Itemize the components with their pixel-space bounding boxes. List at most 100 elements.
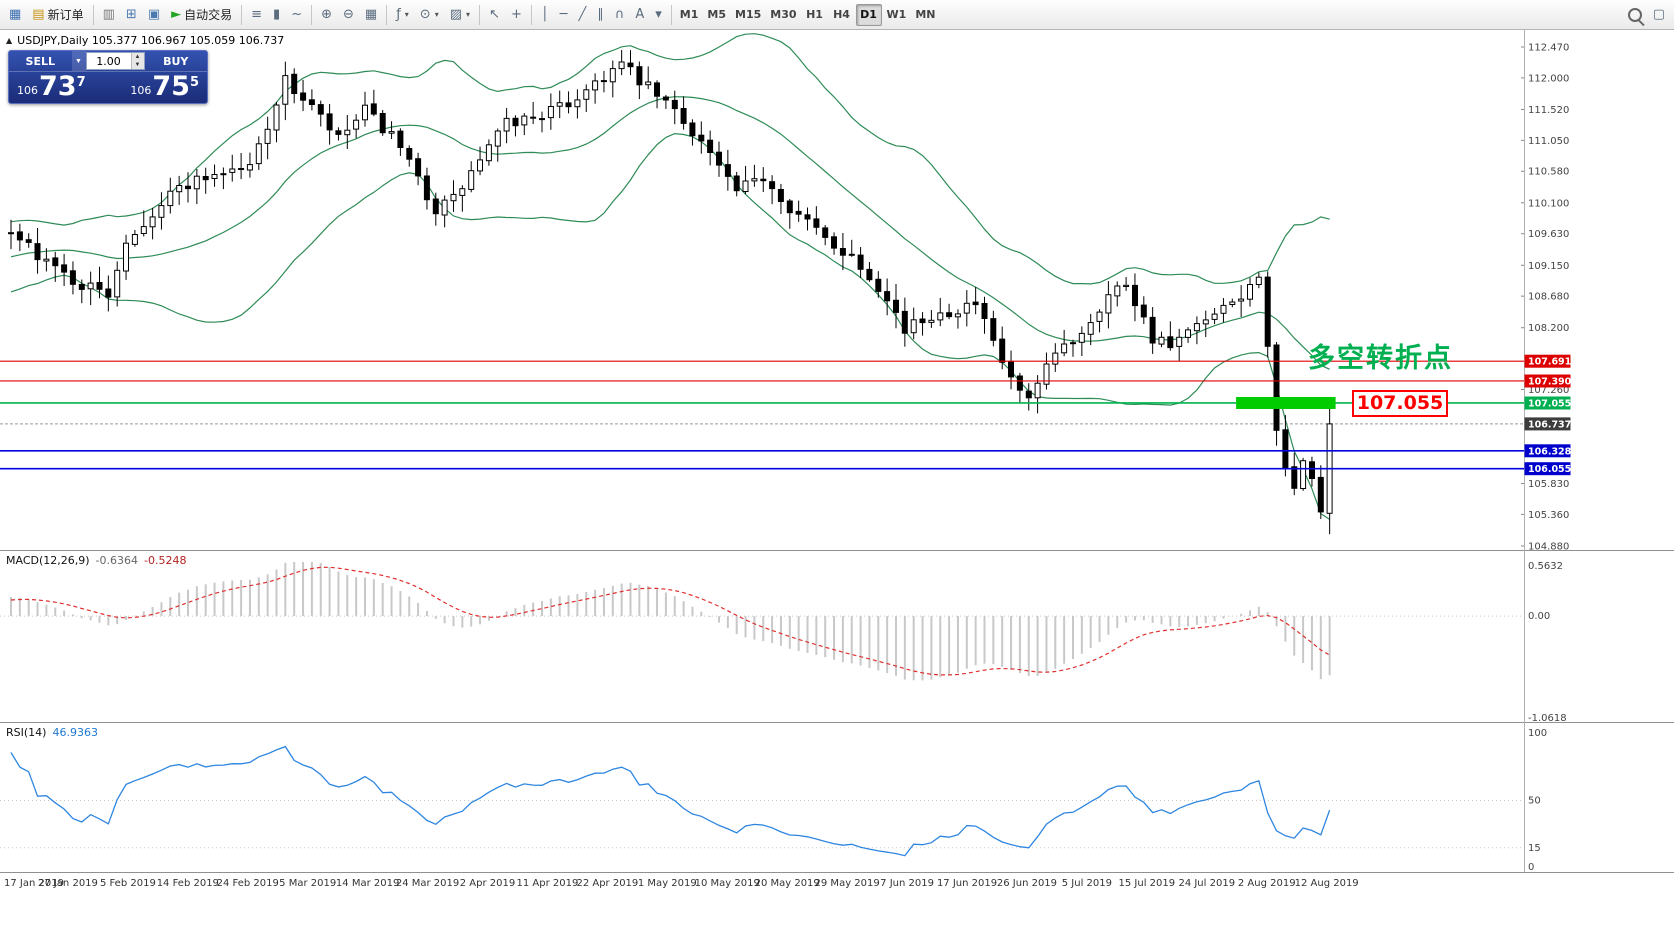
price-tag	[1524, 462, 1571, 476]
chart-canvas[interactable]: 112.470 112.000 111.520 111.050 110.580 110.1…	[0, 30, 1674, 950]
price-tag	[1524, 396, 1571, 410]
axis-label: 110.580	[1528, 167, 1569, 178]
timeframe-w1-button[interactable]: W1	[883, 4, 911, 26]
data-window-icon: ▣	[147, 7, 161, 22]
chevron-down-icon: ▼	[75, 57, 82, 65]
cycle-lines-icon: ∩	[614, 7, 625, 22]
buy-button[interactable]: BUY	[145, 51, 208, 71]
rsi-name: RSI(14)	[6, 726, 47, 739]
rsi-value: 46.9363	[52, 726, 98, 739]
axis-label: 0.5632	[1528, 561, 1563, 572]
turning-point-annotation[interactable]: 多空转折点	[1308, 343, 1453, 374]
sell-price-main: 73	[39, 71, 77, 102]
axis-label: 107.055	[1528, 398, 1571, 409]
search-icon	[1627, 7, 1642, 22]
buy-price[interactable]: 106 75 5	[130, 73, 199, 100]
sell-price[interactable]: 106 73 7	[17, 73, 86, 100]
axis-label: 29 May 2019	[815, 878, 880, 889]
bar-chart-button[interactable]: ≡	[246, 3, 267, 27]
axis-label: 105.830	[1528, 479, 1569, 490]
axis-label: 0	[1528, 862, 1534, 873]
trendline-icon: ╱	[578, 7, 587, 22]
lot-increase-button[interactable]: ▲	[130, 53, 144, 61]
timeframe-m5-button[interactable]: M5	[703, 4, 730, 26]
axis-label: 111.050	[1528, 136, 1569, 147]
periods-button[interactable]: ⊙ ▾	[415, 3, 444, 27]
chart-window-icon-icon: ▦	[9, 7, 22, 22]
fullscreen-button[interactable]: ▢	[1648, 3, 1670, 27]
axis-label: 106.328	[1528, 446, 1572, 457]
autotrade-button[interactable]: ► 自动交易	[166, 3, 237, 27]
lot-decrease-button[interactable]: ▼	[130, 61, 144, 69]
buy-price-prefix: 106	[130, 84, 152, 97]
bar-chart-icon: ≡	[251, 7, 263, 22]
timeframe-m1-button[interactable]: M1	[676, 4, 703, 26]
vertical-line-icon: │	[540, 7, 549, 22]
toolbar-separator	[241, 4, 243, 25]
axis-label: 2 Aug 2019	[1238, 878, 1296, 889]
axis-label: 14 Mar 2019	[336, 878, 399, 889]
indicators-button[interactable]: ƒ ▾	[391, 3, 414, 27]
chart-window: 112.470 112.000 111.520 111.050 110.580 110.1…	[0, 30, 1674, 950]
collapse-arrow-icon[interactable]: ▲	[6, 36, 13, 45]
axis-label: 110.100	[1528, 198, 1569, 209]
toolbar-separator	[530, 4, 532, 25]
sell-button[interactable]: SELL	[9, 51, 72, 71]
chart-window-icon-button[interactable]: ▦	[4, 3, 26, 27]
candlestick-chart-button[interactable]: ▮	[268, 3, 285, 27]
timeframe-m15-button[interactable]: M15	[731, 4, 765, 26]
data-window-button[interactable]: ▣	[143, 3, 165, 27]
horizontal-line-button[interactable]: ─	[555, 3, 573, 27]
axis-label: 100	[1528, 728, 1547, 739]
timeframe-m30-button[interactable]: M30	[766, 4, 800, 26]
timeframe-d1-button[interactable]: D1	[855, 3, 882, 26]
axis-label: 15 Jul 2019	[1119, 878, 1176, 889]
trendline-button[interactable]: ╱	[574, 3, 592, 27]
line-chart-button[interactable]: ~	[286, 3, 307, 27]
timeframe-h1-button[interactable]: H1	[802, 4, 828, 26]
toolbar-label: 自动交易	[184, 8, 233, 22]
text-label-button[interactable]: A	[630, 3, 649, 27]
new-order-button[interactable]: ▤ 新订单	[27, 3, 88, 27]
buy-price-pip: 5	[189, 75, 199, 90]
axis-label: 50	[1528, 796, 1541, 807]
templates-button[interactable]: ▨ ▾	[445, 3, 475, 27]
sell-price-prefix: 106	[17, 84, 38, 97]
axis-label: 20 May 2019	[755, 878, 820, 889]
toolbar-separator	[92, 4, 94, 25]
macd-main-value: -0.6364	[95, 554, 139, 567]
axis-label: 105.360	[1528, 510, 1569, 521]
profiles-button[interactable]: ▥	[98, 3, 120, 27]
toolbar-separator	[479, 4, 481, 25]
axis-label: 112.000	[1528, 73, 1569, 84]
tile-windows-button[interactable]: ▦	[360, 3, 382, 27]
rsi-layer	[0, 745, 1524, 857]
axis-label: 24 Mar 2019	[396, 878, 459, 889]
equidistant-channel-button[interactable]: ∥	[592, 3, 609, 27]
arrows-button[interactable]: ▾	[650, 3, 667, 27]
search-button[interactable]	[1623, 3, 1647, 27]
chevron-down-icon: ▾	[466, 10, 471, 19]
timeframe-mn-button[interactable]: MN	[911, 4, 939, 26]
order-type-dropdown[interactable]: ▼	[71, 51, 86, 71]
crosshair-button[interactable]: +	[506, 3, 527, 27]
timeframe-h4-button[interactable]: H4	[829, 4, 855, 26]
zoom-in-button[interactable]: ⊕	[316, 3, 337, 27]
vertical-line-button[interactable]: │	[536, 3, 554, 27]
sell-price-pip: 7	[76, 75, 86, 90]
candlestick-chart-icon: ▮	[273, 7, 281, 22]
toolbar-separator	[670, 4, 672, 25]
axis-label: 5 Jul 2019	[1062, 878, 1112, 889]
axis-label: -1.0618	[1528, 713, 1567, 724]
zoom-out-button[interactable]: ⊖	[338, 3, 359, 27]
axis-label: 24 Jul 2019	[1178, 878, 1235, 889]
rectangle-object[interactable]	[1236, 397, 1336, 409]
lot-size-input[interactable]	[86, 53, 131, 69]
market-watch-button[interactable]: ⊞	[121, 3, 142, 27]
toolbar-label: 新订单	[47, 8, 84, 22]
axis-label: 17 Jun 2019	[937, 878, 997, 889]
price-callout-box[interactable]: 107.055	[1352, 390, 1448, 417]
cursor-button[interactable]: ↖	[484, 3, 505, 27]
arrows-icon: ▾	[655, 7, 662, 22]
cycle-lines-button[interactable]: ∩	[610, 3, 630, 27]
